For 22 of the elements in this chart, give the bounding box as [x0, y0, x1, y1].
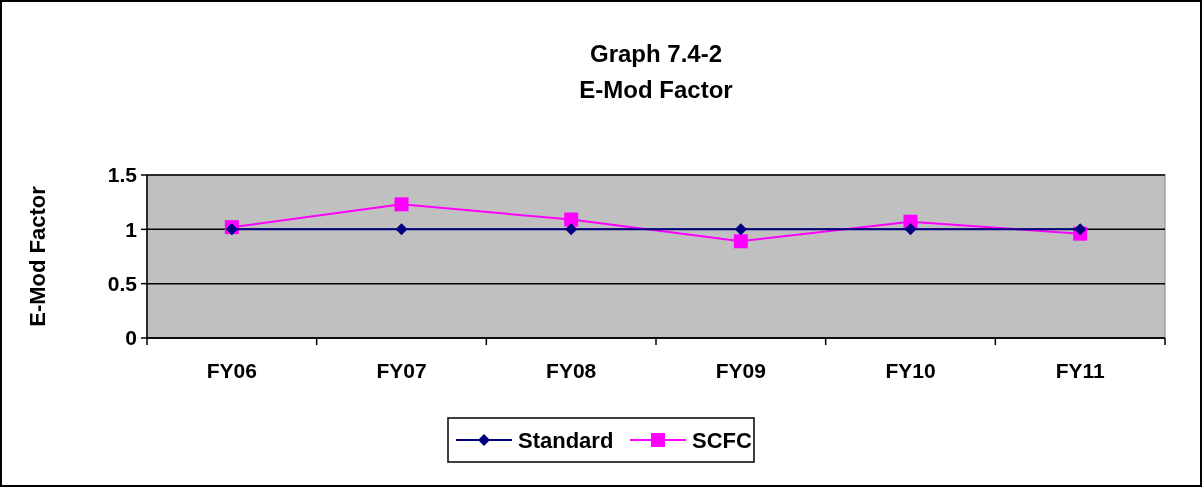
chart-title: Graph 7.4-2 E-Mod Factor	[579, 40, 733, 103]
y-tick-label: 0	[125, 326, 137, 350]
point	[564, 212, 579, 227]
x-tick-label: FY10	[885, 359, 936, 382]
y-axis-title: E-Mod Factor	[25, 185, 50, 327]
point	[734, 223, 747, 236]
y-tick-label: 0.5	[107, 272, 138, 296]
point	[904, 223, 917, 236]
legend-label: Standard	[518, 427, 614, 453]
point	[733, 234, 748, 249]
y-tick-label: 1.5	[107, 163, 138, 187]
legend-label: SCFC	[692, 427, 752, 453]
point	[394, 197, 409, 212]
x-tick-label: FY11	[1055, 359, 1105, 382]
x-tick-label: FY07	[376, 359, 427, 382]
x-tick-label: FY09	[715, 359, 766, 382]
y-tick-label: 1	[125, 217, 138, 241]
x-tick-label: FY08	[546, 359, 597, 382]
point	[1074, 223, 1087, 236]
x-tick-label: FY06	[206, 359, 257, 382]
point	[565, 223, 578, 236]
point	[395, 223, 408, 236]
